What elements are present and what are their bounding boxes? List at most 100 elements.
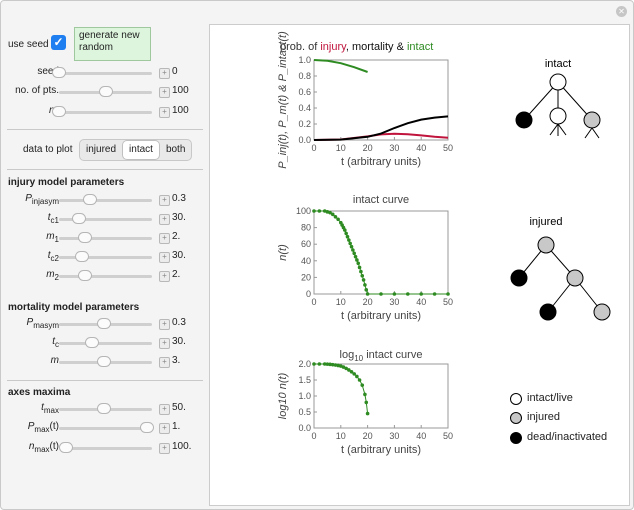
option-injured[interactable]: injured [86, 144, 117, 155]
param-label-base: n [28, 441, 35, 452]
option-both[interactable]: both [165, 144, 186, 155]
y-tick-label: 1.5 [298, 375, 311, 385]
data-point [363, 283, 367, 287]
param-slider[interactable] [59, 422, 155, 433]
param-slider[interactable] [59, 337, 152, 348]
data-point [345, 234, 350, 239]
n0-label-base: n [49, 105, 55, 116]
seed-plus-icon[interactable]: + [159, 68, 170, 79]
seed-slider[interactable] [52, 67, 152, 78]
param-plus-icon[interactable]: + [159, 195, 170, 206]
x-tick-label: 0 [311, 431, 316, 441]
data-point [328, 210, 332, 215]
data-point [365, 411, 370, 416]
plot-frame [313, 210, 449, 295]
param-slider[interactable] [59, 213, 152, 224]
param-slider-thumb[interactable] [96, 318, 111, 329]
param-slider-thumb[interactable] [78, 270, 93, 281]
x-axis-label: t (arbitrary units) [341, 444, 421, 456]
param-plus-icon[interactable]: + [159, 214, 170, 225]
data-point [312, 362, 316, 366]
seed-value: 0 [172, 66, 178, 77]
seed-slider-thumb[interactable] [52, 67, 66, 78]
num-pts-slider-thumb[interactable] [98, 86, 113, 97]
param-plus-icon[interactable]: + [159, 357, 170, 368]
chart-2: 0 10 20 30 40 50 0.0 0.5 1.0 1.5 2.0 t (arbitrary u… [277, 349, 453, 456]
seed-label: seed [37, 66, 59, 77]
control-panel: use seed ✓ generate new random seed + 0 … [1, 1, 207, 509]
param-label-suffix: (t) [49, 441, 59, 452]
param-plus-icon[interactable]: + [159, 271, 170, 282]
x-tick-label: 10 [336, 431, 346, 441]
num-pts-slider[interactable] [59, 86, 152, 97]
data-point [317, 362, 322, 366]
x-tick-label: 20 [363, 431, 373, 441]
param-label-sub: 2 [54, 273, 59, 282]
use-seed-checkbox[interactable]: ✓ [51, 35, 66, 50]
param-slider[interactable] [59, 442, 152, 453]
param-plus-icon[interactable]: + [159, 423, 170, 434]
param-slider[interactable] [59, 403, 152, 414]
param-slider[interactable] [59, 232, 152, 243]
param-plus-icon[interactable]: + [159, 233, 170, 244]
param-plus-icon[interactable]: + [159, 404, 170, 415]
param-label-base: m [46, 269, 55, 280]
data-point [336, 217, 340, 222]
title-part: 10 [354, 354, 363, 363]
param-row: tc2 +30. [1, 249, 207, 265]
x-tick-label: 50 [443, 297, 453, 307]
num-pts-slider-row: no. of pts. + 100 [1, 84, 207, 100]
data-point [364, 400, 369, 405]
param-plus-icon[interactable]: + [159, 338, 170, 349]
data-point [333, 215, 338, 219]
num-pts-plus-icon[interactable]: + [159, 87, 170, 98]
param-slider-thumb[interactable] [78, 232, 93, 243]
param-slider[interactable] [59, 356, 152, 367]
param-label-suffix: (t) [49, 421, 59, 432]
param-slider-thumb[interactable] [140, 422, 155, 433]
data-point [312, 209, 316, 213]
param-slider[interactable] [59, 251, 152, 262]
param-label: m2 [46, 269, 59, 282]
param-slider-thumb[interactable] [84, 337, 99, 348]
close-icon[interactable]: ✕ [616, 6, 627, 17]
param-label: Pmasym [27, 317, 59, 330]
param-slider[interactable] [59, 194, 152, 205]
series-line [314, 210, 448, 295]
tree-edge [549, 123, 559, 136]
param-slider-thumb[interactable] [59, 442, 74, 453]
param-row: nmax(t) +100. [1, 440, 207, 456]
n0-plus-icon[interactable]: + [159, 107, 170, 118]
param-slider-thumb[interactable] [72, 213, 87, 224]
param-slider[interactable] [59, 318, 152, 329]
option-intact[interactable]: intact [122, 140, 160, 160]
n0-slider[interactable] [52, 106, 152, 117]
param-slider-thumb[interactable] [96, 403, 111, 414]
n0-slider-thumb[interactable] [52, 106, 66, 117]
data-point [446, 292, 450, 296]
param-plus-icon[interactable]: + [159, 443, 170, 454]
generate-random-button[interactable]: generate new random [74, 27, 151, 61]
param-label-base: P [27, 421, 35, 432]
param-slider-thumb[interactable] [82, 194, 97, 205]
data-point [357, 265, 362, 270]
x-tick-label: 50 [443, 431, 453, 441]
y-tick-label: 0.4 [298, 103, 311, 113]
param-plus-icon[interactable]: + [159, 252, 170, 263]
x-tick-label: 40 [416, 431, 426, 441]
data-point [328, 362, 332, 367]
data-point [333, 363, 338, 367]
intact-root-node [549, 73, 567, 91]
num-pts-value: 100 [172, 85, 189, 96]
param-slider[interactable] [59, 270, 152, 281]
injured-node [593, 303, 611, 321]
chart-title: prob. of injury, mortality & intact [280, 41, 433, 53]
param-plus-icon[interactable]: + [159, 319, 170, 330]
param-label: tc2 [48, 250, 59, 263]
param-slider-thumb[interactable] [96, 356, 111, 367]
param-label: tc1 [48, 212, 59, 225]
param-slider-thumb[interactable] [75, 251, 90, 262]
data-point [352, 372, 356, 376]
series-line [314, 363, 369, 414]
